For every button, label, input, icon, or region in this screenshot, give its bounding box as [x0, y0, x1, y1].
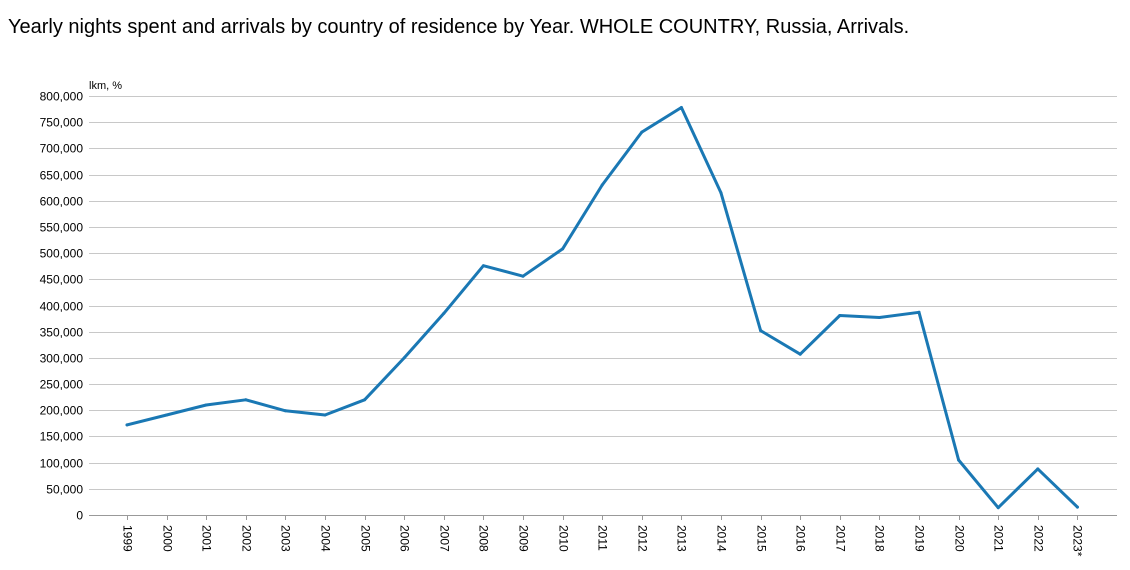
y-tick-label: 700,000 [40, 142, 84, 156]
data-point [838, 314, 842, 317]
x-tick-label: 2004 [319, 525, 333, 552]
data-point [719, 191, 723, 195]
y-axis: 0 50,000 100,000 150,000 200,000 250,000 300,0… [40, 90, 84, 523]
y-tick-label: 500,000 [40, 247, 84, 261]
y-tick-label: 550,000 [40, 221, 84, 235]
data-point [561, 247, 565, 251]
x-tick-label: 1999 [121, 525, 135, 552]
data-point [759, 329, 763, 333]
x-tick-label: 2016 [794, 525, 808, 552]
y-tick-label: 150,000 [40, 430, 84, 444]
x-tick-label: 2015 [755, 525, 769, 552]
y-tick-label: 200,000 [40, 404, 84, 418]
y-tick-label: 650,000 [40, 169, 84, 183]
unit-label: lkm, % [89, 80, 122, 92]
data-point [283, 409, 287, 413]
x-tick-label: 2009 [517, 525, 531, 552]
data-point [323, 413, 327, 417]
data-point [204, 403, 208, 407]
data-point [244, 398, 248, 402]
x-tick-label: 2012 [636, 525, 650, 552]
x-tick-label: 2017 [834, 525, 848, 552]
data-point [402, 356, 406, 360]
data-point [640, 130, 644, 134]
y-tick-label: 350,000 [40, 326, 84, 340]
x-tick-label: 2011 [596, 525, 610, 551]
x-tick-label: 2014 [715, 525, 729, 552]
x-axis: 1999 2000 2001 2002 2003 2004 2005 2006 2007 2008… [121, 515, 1085, 557]
y-tick-label: 0 [76, 509, 83, 523]
y-tick-label: 600,000 [40, 195, 84, 209]
x-tick-label: 2019 [913, 525, 927, 552]
x-tick-label: 2006 [398, 525, 412, 552]
x-tick-label: 2005 [359, 525, 373, 552]
gridlines [89, 96, 1117, 516]
y-tick-label: 450,000 [40, 273, 84, 287]
data-point [521, 274, 525, 278]
data-point [679, 106, 683, 109]
series-line [125, 106, 1079, 510]
x-tick-label: 2023* [1071, 525, 1085, 557]
x-tick-label: 2000 [161, 525, 175, 552]
x-tick-label: 2003 [279, 525, 293, 552]
x-tick-label: 2002 [240, 525, 254, 552]
data-point [798, 352, 802, 356]
x-tick-label: 2018 [873, 525, 887, 552]
data-point [917, 310, 921, 314]
data-point [1036, 467, 1040, 471]
x-tick-label: 2022 [1032, 525, 1046, 552]
y-tick-label: 750,000 [40, 116, 84, 130]
data-point [1075, 505, 1079, 509]
data-point [363, 398, 367, 402]
y-tick-label: 400,000 [40, 300, 84, 314]
y-tick-label: 800,000 [40, 90, 84, 104]
data-point [165, 413, 169, 417]
x-tick-label: 2013 [675, 525, 689, 552]
data-point [877, 316, 881, 319]
x-tick-label: 2020 [953, 525, 967, 552]
data-point [442, 311, 446, 315]
x-tick-label: 2007 [438, 525, 452, 552]
data-point [957, 458, 961, 462]
data-point [600, 183, 604, 187]
x-tick-label: 2021 [992, 525, 1006, 552]
x-tick-label: 2010 [557, 525, 571, 552]
series-layer [125, 106, 1079, 510]
y-tick-label: 300,000 [40, 352, 84, 366]
y-tick-label: 250,000 [40, 378, 84, 392]
x-tick-label: 2001 [200, 525, 214, 552]
data-point [481, 264, 485, 268]
y-tick-label: 50,000 [46, 483, 83, 497]
y-tick-label: 100,000 [40, 457, 84, 471]
data-point [996, 506, 1000, 510]
chart-title: Yearly nights spent and arrivals by coun… [8, 16, 910, 38]
data-point [125, 423, 129, 427]
x-tick-label: 2008 [477, 525, 491, 552]
